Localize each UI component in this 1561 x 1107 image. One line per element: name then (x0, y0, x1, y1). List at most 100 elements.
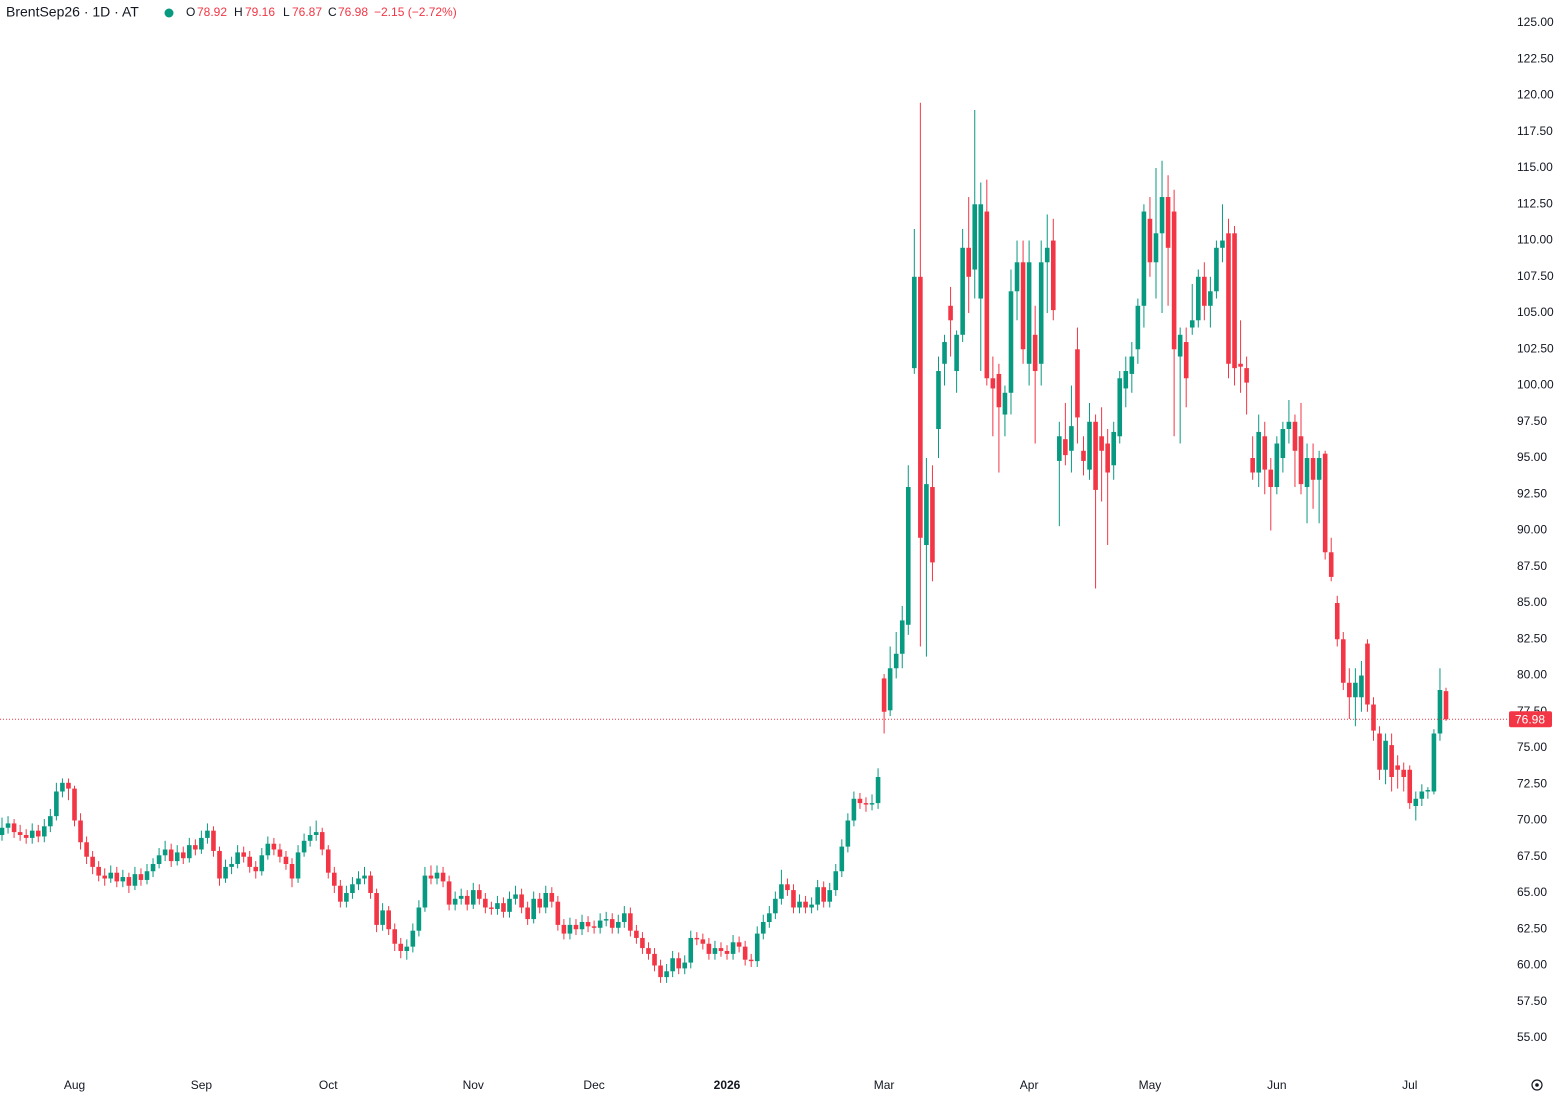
candle-body (495, 903, 500, 909)
candle-body (1159, 197, 1165, 234)
y-tick-label: 120.00 (1517, 88, 1554, 102)
candle-body (60, 782, 65, 792)
candle-body (362, 875, 367, 879)
y-tick-label: 97.50 (1517, 414, 1547, 428)
symbol-title: BrentSep26 · 1D · AT (6, 4, 139, 20)
candle-body (78, 820, 83, 843)
candle-body (646, 948, 651, 954)
candle-body (96, 866, 101, 876)
candle-body (241, 852, 246, 857)
candle-body (748, 959, 754, 962)
candle-body (724, 950, 730, 954)
candle-body (1443, 691, 1449, 720)
candle-body (217, 850, 222, 879)
candle-body (84, 842, 89, 857)
candle-body (404, 946, 410, 951)
candle-body (126, 877, 132, 886)
candle-body (990, 378, 996, 389)
candle-body (628, 913, 633, 931)
candle-body (1292, 421, 1298, 451)
candle-body (815, 887, 820, 905)
candle-body (1057, 436, 1062, 461)
candle-body (1322, 453, 1328, 553)
candle-body (398, 943, 404, 951)
candle-body (1105, 443, 1110, 473)
settings-icon-center (1535, 1083, 1539, 1087)
candle-body (1280, 429, 1286, 459)
candle-body (470, 890, 476, 905)
candle-body (742, 946, 748, 960)
candle-body (356, 878, 361, 885)
y-tick-label: 122.50 (1517, 51, 1554, 65)
ohlc-label: L (283, 5, 290, 19)
candle-body (108, 872, 114, 879)
candle-body (549, 892, 555, 902)
candle-body (1304, 458, 1310, 488)
y-tick-label: 107.50 (1517, 269, 1554, 283)
y-tick-label: 112.50 (1517, 196, 1553, 210)
y-tick-label: 65.00 (1517, 885, 1547, 899)
candle-body (664, 971, 669, 978)
candle-body (1032, 334, 1038, 372)
y-tick-label: 102.50 (1517, 341, 1554, 355)
candle-body (1111, 431, 1116, 466)
ohlc-label: C (328, 5, 337, 19)
candle-body (374, 892, 379, 925)
y-tick-label: 80.00 (1517, 668, 1547, 682)
candle-body (229, 863, 234, 867)
candle-body (307, 835, 313, 841)
candle-body (785, 884, 790, 891)
y-tick-label: 57.50 (1517, 994, 1547, 1008)
candle-body (827, 890, 833, 902)
candle-body (875, 777, 881, 804)
candle-body (332, 872, 337, 886)
candle-body (1008, 291, 1014, 393)
candle-body (199, 837, 204, 850)
candle-body (1220, 240, 1225, 248)
candle-body (1153, 233, 1159, 263)
x-tick-label: 2026 (714, 1078, 741, 1092)
x-tick-label: May (1139, 1078, 1162, 1092)
candle-body (754, 933, 760, 962)
ohlc-legend: O 78.92 H 79.16 L 76.87 C 76.98 −2.15 (−2.72%) (186, 5, 457, 19)
candle-body (1232, 233, 1237, 369)
candle-body (652, 953, 657, 966)
candle-body (1316, 458, 1322, 480)
candle-body (1177, 334, 1183, 357)
candle-body (29, 830, 35, 838)
candle-body (1328, 552, 1334, 577)
candle-body (525, 907, 530, 920)
candle-body (603, 919, 609, 921)
settings-icon[interactable] (1531, 1079, 1543, 1091)
candle-body (477, 890, 482, 899)
candle-body (1238, 363, 1243, 367)
last-price-badge (1509, 711, 1552, 728)
candle-body (700, 939, 706, 944)
candle-body (1189, 320, 1195, 328)
y-tick-label: 92.50 (1517, 486, 1547, 500)
candle-body (319, 832, 325, 850)
candle-body (1419, 791, 1425, 799)
candle-body (803, 901, 808, 908)
candle-body (996, 373, 1002, 408)
candle-body (253, 866, 259, 872)
candle-body (936, 371, 941, 430)
x-tick-label: Mar (874, 1078, 895, 1092)
ohlc-value: 78.92 (197, 5, 227, 19)
candle-body (736, 942, 742, 947)
candle-body (507, 898, 512, 912)
x-tick-label: Aug (64, 1078, 85, 1092)
candle-body (350, 884, 355, 893)
y-tick-label: 85.00 (1517, 595, 1547, 609)
candle-body (1310, 458, 1316, 480)
candle-body (688, 937, 694, 963)
candle-body (168, 849, 174, 862)
candle-body (767, 913, 772, 922)
candle-body (797, 901, 802, 908)
candle-body (1298, 436, 1304, 485)
ohlc-label: H (234, 5, 243, 19)
candle-body (531, 898, 536, 920)
candle-body (180, 852, 186, 859)
candle-body (1334, 603, 1340, 640)
